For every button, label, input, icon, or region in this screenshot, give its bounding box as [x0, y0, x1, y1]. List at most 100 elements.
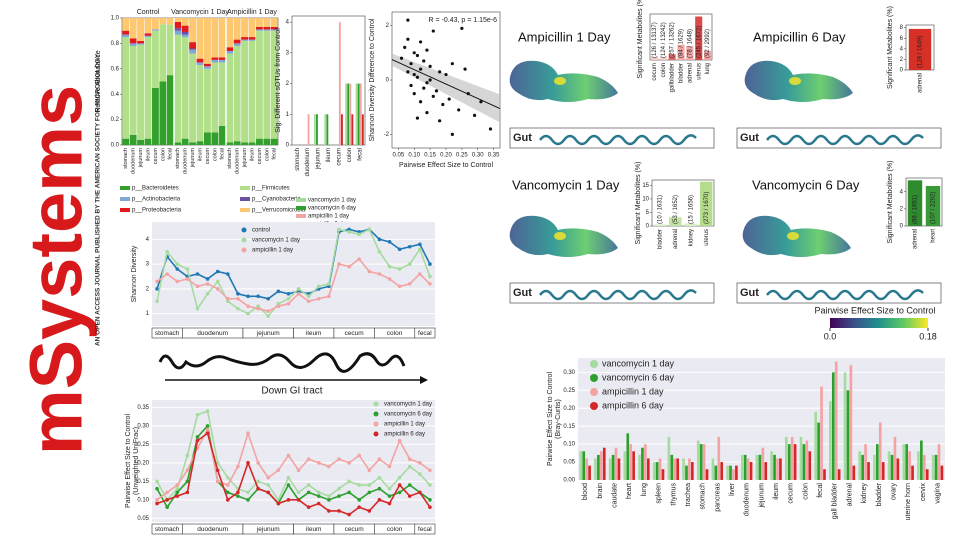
point [367, 490, 372, 495]
point [215, 468, 220, 473]
bar-segment [226, 47, 234, 52]
point [418, 40, 423, 44]
bar-label: (124 / 13242) [661, 22, 667, 58]
y-tick-label: 2 [900, 57, 904, 63]
point [428, 78, 432, 82]
x-tick-label: 0.05 [393, 153, 405, 159]
bar [705, 469, 709, 480]
point [246, 304, 250, 308]
gut-strip: Gut [736, 282, 942, 304]
point [337, 486, 341, 491]
point [387, 501, 392, 506]
point [327, 494, 331, 498]
bar [755, 454, 759, 480]
bar-segment [181, 25, 189, 32]
point [266, 296, 271, 301]
bar-segment [263, 26, 271, 30]
y-tick-label: 0.30 [563, 370, 575, 376]
point [175, 267, 180, 271]
point [409, 83, 413, 88]
bar-segment [174, 34, 182, 143]
line [156, 431, 431, 516]
point [387, 486, 392, 491]
x-tick-label: heart [626, 483, 633, 499]
point [463, 67, 467, 71]
point [431, 29, 435, 33]
bar-label: (53 / 1652) [673, 195, 679, 224]
bar-segment [144, 37, 152, 139]
bar [315, 114, 318, 145]
bar-segment [174, 28, 182, 31]
bar [673, 458, 677, 480]
x-tick-label: adrenal [913, 229, 919, 249]
point [387, 277, 392, 281]
bar [361, 114, 364, 145]
panel-title: Vancomycin 1 Day [512, 177, 620, 192]
y-tick-label: 0.05 [137, 516, 149, 522]
legend-label: vancomycin 1 day [252, 238, 300, 244]
bar [799, 436, 803, 480]
point [256, 479, 260, 484]
y-tick-label: 0.25 [563, 388, 575, 394]
legend-marker [120, 197, 130, 201]
point [306, 457, 311, 461]
group-title: Ampicillin 1 Day [227, 9, 277, 16]
bar-label: (78 / 1648) [687, 29, 693, 58]
point [215, 461, 220, 465]
bar-label: (84 / 1629) [679, 29, 685, 58]
point [276, 304, 281, 308]
y-tick-label: 0.2 [111, 117, 120, 123]
point [165, 272, 169, 276]
bar-segment [263, 29, 271, 31]
point [276, 468, 281, 473]
point [387, 494, 392, 498]
point [337, 509, 341, 513]
point [418, 242, 422, 247]
bar [732, 469, 735, 480]
bar [684, 223, 697, 226]
gut-label: Gut [740, 287, 759, 299]
bar [793, 444, 797, 480]
point [296, 287, 301, 291]
legend-marker [373, 431, 379, 437]
bar-segment [218, 18, 226, 58]
point [450, 62, 454, 66]
point [466, 92, 470, 96]
region-label: cecum [345, 330, 364, 337]
bar-segment [233, 45, 241, 142]
x-tick-label: uterine horn [905, 483, 912, 520]
point [236, 490, 240, 495]
bar-segment [189, 42, 196, 49]
y-tick-label: 0 [646, 224, 650, 230]
point [407, 494, 412, 498]
bar [685, 465, 688, 480]
bar-segment [122, 138, 130, 145]
legend-marker [120, 186, 130, 190]
bar-segment [129, 38, 137, 44]
legend-label: p__Bacteroidetes [132, 186, 179, 192]
bar-segment [248, 40, 256, 143]
bar [602, 447, 606, 480]
gut-label: Gut [513, 132, 532, 144]
colorbar-label: Pairwise Effect Size to Control [815, 305, 936, 315]
bar-segment [248, 39, 256, 41]
bar-segment [189, 142, 196, 145]
x-tick-label: bladder [679, 63, 685, 83]
bar-segment [181, 18, 189, 26]
bar [677, 44, 685, 60]
plot-frame [905, 177, 943, 227]
line [156, 228, 431, 300]
point [226, 490, 230, 495]
x-tick-label: fecal [357, 148, 363, 161]
point [327, 284, 331, 289]
point [441, 102, 445, 107]
point [407, 244, 412, 249]
x-tick-label: stomach [227, 148, 233, 169]
bar [749, 462, 753, 480]
x-tick-label: bladder [876, 482, 883, 506]
organ-map [509, 215, 618, 257]
point [286, 475, 291, 480]
legend-label: p__Cyanobacteria [252, 197, 301, 203]
bar [326, 114, 329, 145]
bar [623, 451, 627, 480]
